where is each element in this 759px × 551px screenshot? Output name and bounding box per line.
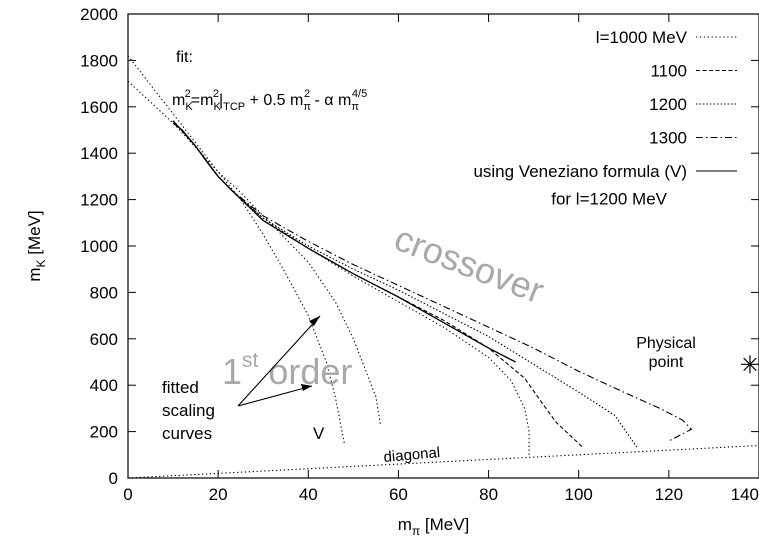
series-layer bbox=[127, 55, 759, 479]
y-tick-label: 800 bbox=[90, 283, 118, 302]
x-tick-label: 140 bbox=[731, 485, 759, 504]
x-tick-label: 60 bbox=[389, 485, 408, 504]
physical-point-label-2: point bbox=[649, 354, 684, 371]
physical-point-marker bbox=[740, 355, 759, 374]
legend-label: 1200 bbox=[649, 95, 687, 114]
y-tick-label: 600 bbox=[90, 330, 118, 349]
fitted-label-line: fitted bbox=[162, 378, 199, 397]
x-tick-label: 40 bbox=[299, 485, 318, 504]
y-tick-label: 2000 bbox=[80, 5, 118, 24]
legend-label: 1300 bbox=[649, 129, 687, 148]
legend-label: using Veneziano formula (V) bbox=[473, 162, 687, 181]
x-tick-label: 20 bbox=[209, 485, 228, 504]
y-tick-label: 1200 bbox=[80, 191, 118, 210]
y-tick-label: 1000 bbox=[80, 237, 118, 256]
fitted-label-line: scaling bbox=[162, 401, 215, 420]
y-tick-label: 200 bbox=[90, 423, 118, 442]
y-tick-label: 0 bbox=[109, 469, 118, 488]
x-axis-title: mπ [MeV] bbox=[398, 515, 470, 538]
series-line-3 bbox=[172, 120, 693, 442]
diagonal-label: diagonal bbox=[383, 444, 441, 466]
physical-point-label-1: Physical bbox=[636, 335, 696, 352]
axes: 0 20 40 60 80 100 120 1400200400600800100012001… bbox=[25, 5, 759, 538]
series-line-4 bbox=[172, 122, 516, 363]
arrowhead-upper bbox=[309, 316, 320, 326]
v-label: V bbox=[313, 424, 325, 443]
series-line-6 bbox=[127, 80, 381, 425]
fit-formula: mK2=mK2|TCP + 0.5 mπ2 - α mπ4/5 bbox=[172, 88, 367, 113]
y-tick-label: 1600 bbox=[80, 98, 118, 117]
arrow-lower bbox=[237, 385, 313, 407]
x-tick-label: 80 bbox=[479, 485, 498, 504]
x-tick-label: 120 bbox=[655, 485, 683, 504]
arrowhead-lower bbox=[301, 384, 312, 391]
x-tick-label: 0 bbox=[123, 485, 132, 504]
series-line-5 bbox=[127, 55, 345, 444]
y-axis-title: mK [MeV] bbox=[25, 210, 48, 281]
fitted-label-line: curves bbox=[162, 424, 212, 443]
x-tick-label: 100 bbox=[565, 485, 593, 504]
legend-label: l=1000 MeV bbox=[596, 28, 688, 47]
y-tick-label: 1800 bbox=[80, 51, 118, 70]
y-tick-label: 400 bbox=[90, 376, 118, 395]
y-tick-label: 1400 bbox=[80, 144, 118, 163]
arrow-upper bbox=[237, 315, 321, 407]
series-line-7 bbox=[127, 444, 759, 479]
first-order-label: 1st order bbox=[222, 349, 352, 392]
legend-label: for l=1200 MeV bbox=[551, 190, 667, 209]
legend: l=1000 MeV 1100 1200 1300 using Veneziano fo… bbox=[473, 28, 737, 209]
legend-label: 1100 bbox=[650, 62, 687, 81]
fit-title: fit: bbox=[176, 49, 193, 66]
